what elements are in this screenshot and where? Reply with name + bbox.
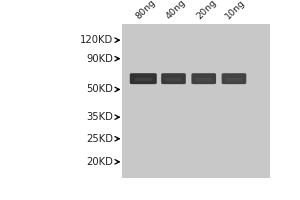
FancyBboxPatch shape [161,73,186,84]
Text: 20KD: 20KD [86,157,113,167]
FancyBboxPatch shape [222,73,246,84]
FancyBboxPatch shape [166,78,182,81]
Text: 10ng: 10ng [224,0,247,21]
Text: 80ng: 80ng [134,0,157,21]
Text: 20ng: 20ng [194,0,218,21]
Bar [122,24,270,178]
Text: 35KD: 35KD [86,112,113,122]
Text: 120KD: 120KD [80,35,113,45]
Text: 40ng: 40ng [164,0,188,21]
Text: 50KD: 50KD [86,84,113,94]
FancyBboxPatch shape [226,78,242,81]
Text: 90KD: 90KD [86,54,113,64]
FancyBboxPatch shape [134,78,152,81]
FancyBboxPatch shape [196,78,212,81]
FancyBboxPatch shape [130,73,157,84]
FancyBboxPatch shape [191,73,216,84]
Text: 25KD: 25KD [86,134,113,144]
